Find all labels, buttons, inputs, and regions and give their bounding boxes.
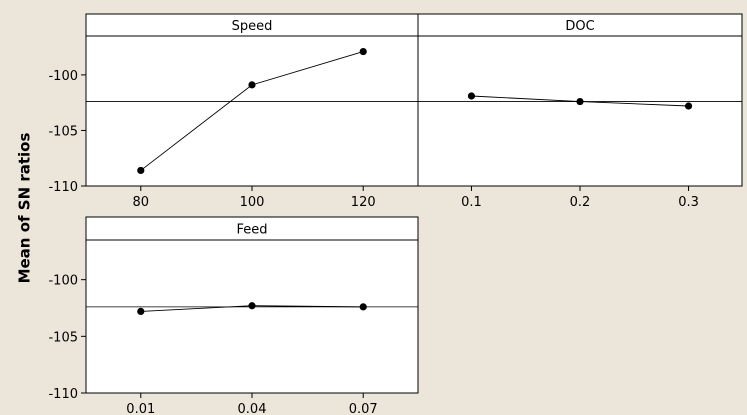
data-point (248, 81, 256, 89)
data-point (576, 97, 584, 106)
data-point (137, 166, 145, 175)
y-tick-label: -105 (48, 124, 78, 139)
x-tick-label: 0.3 (678, 195, 699, 210)
y-tick-label: -110 (48, 180, 78, 195)
panel-title: Feed (236, 223, 267, 238)
x-tick-label: 0.04 (238, 402, 267, 415)
y-tick-label: -105 (48, 330, 78, 345)
panel-frame (85, 13, 419, 187)
data-point (248, 302, 256, 310)
data-point (359, 303, 367, 311)
panel-title: Speed (232, 19, 273, 34)
x-tick-label: 0.01 (126, 402, 155, 415)
x-tick-label: 0.1 (461, 195, 482, 210)
y-tick-label: -100 (48, 69, 78, 84)
x-tick-label: 100 (240, 195, 265, 210)
x-tick-label: 80 (133, 195, 150, 210)
x-tick-label: 0.07 (349, 402, 378, 415)
data-point (467, 92, 476, 100)
y-tick-label: -110 (48, 387, 78, 402)
panel-frame (417, 13, 743, 187)
y-tick-label: -100 (48, 274, 78, 289)
data-point (359, 47, 367, 56)
x-tick-label: 120 (351, 195, 376, 210)
x-tick-label: 0.2 (570, 195, 591, 210)
data-point (684, 102, 693, 110)
panel-title: DOC (565, 19, 594, 34)
data-point (137, 307, 145, 315)
